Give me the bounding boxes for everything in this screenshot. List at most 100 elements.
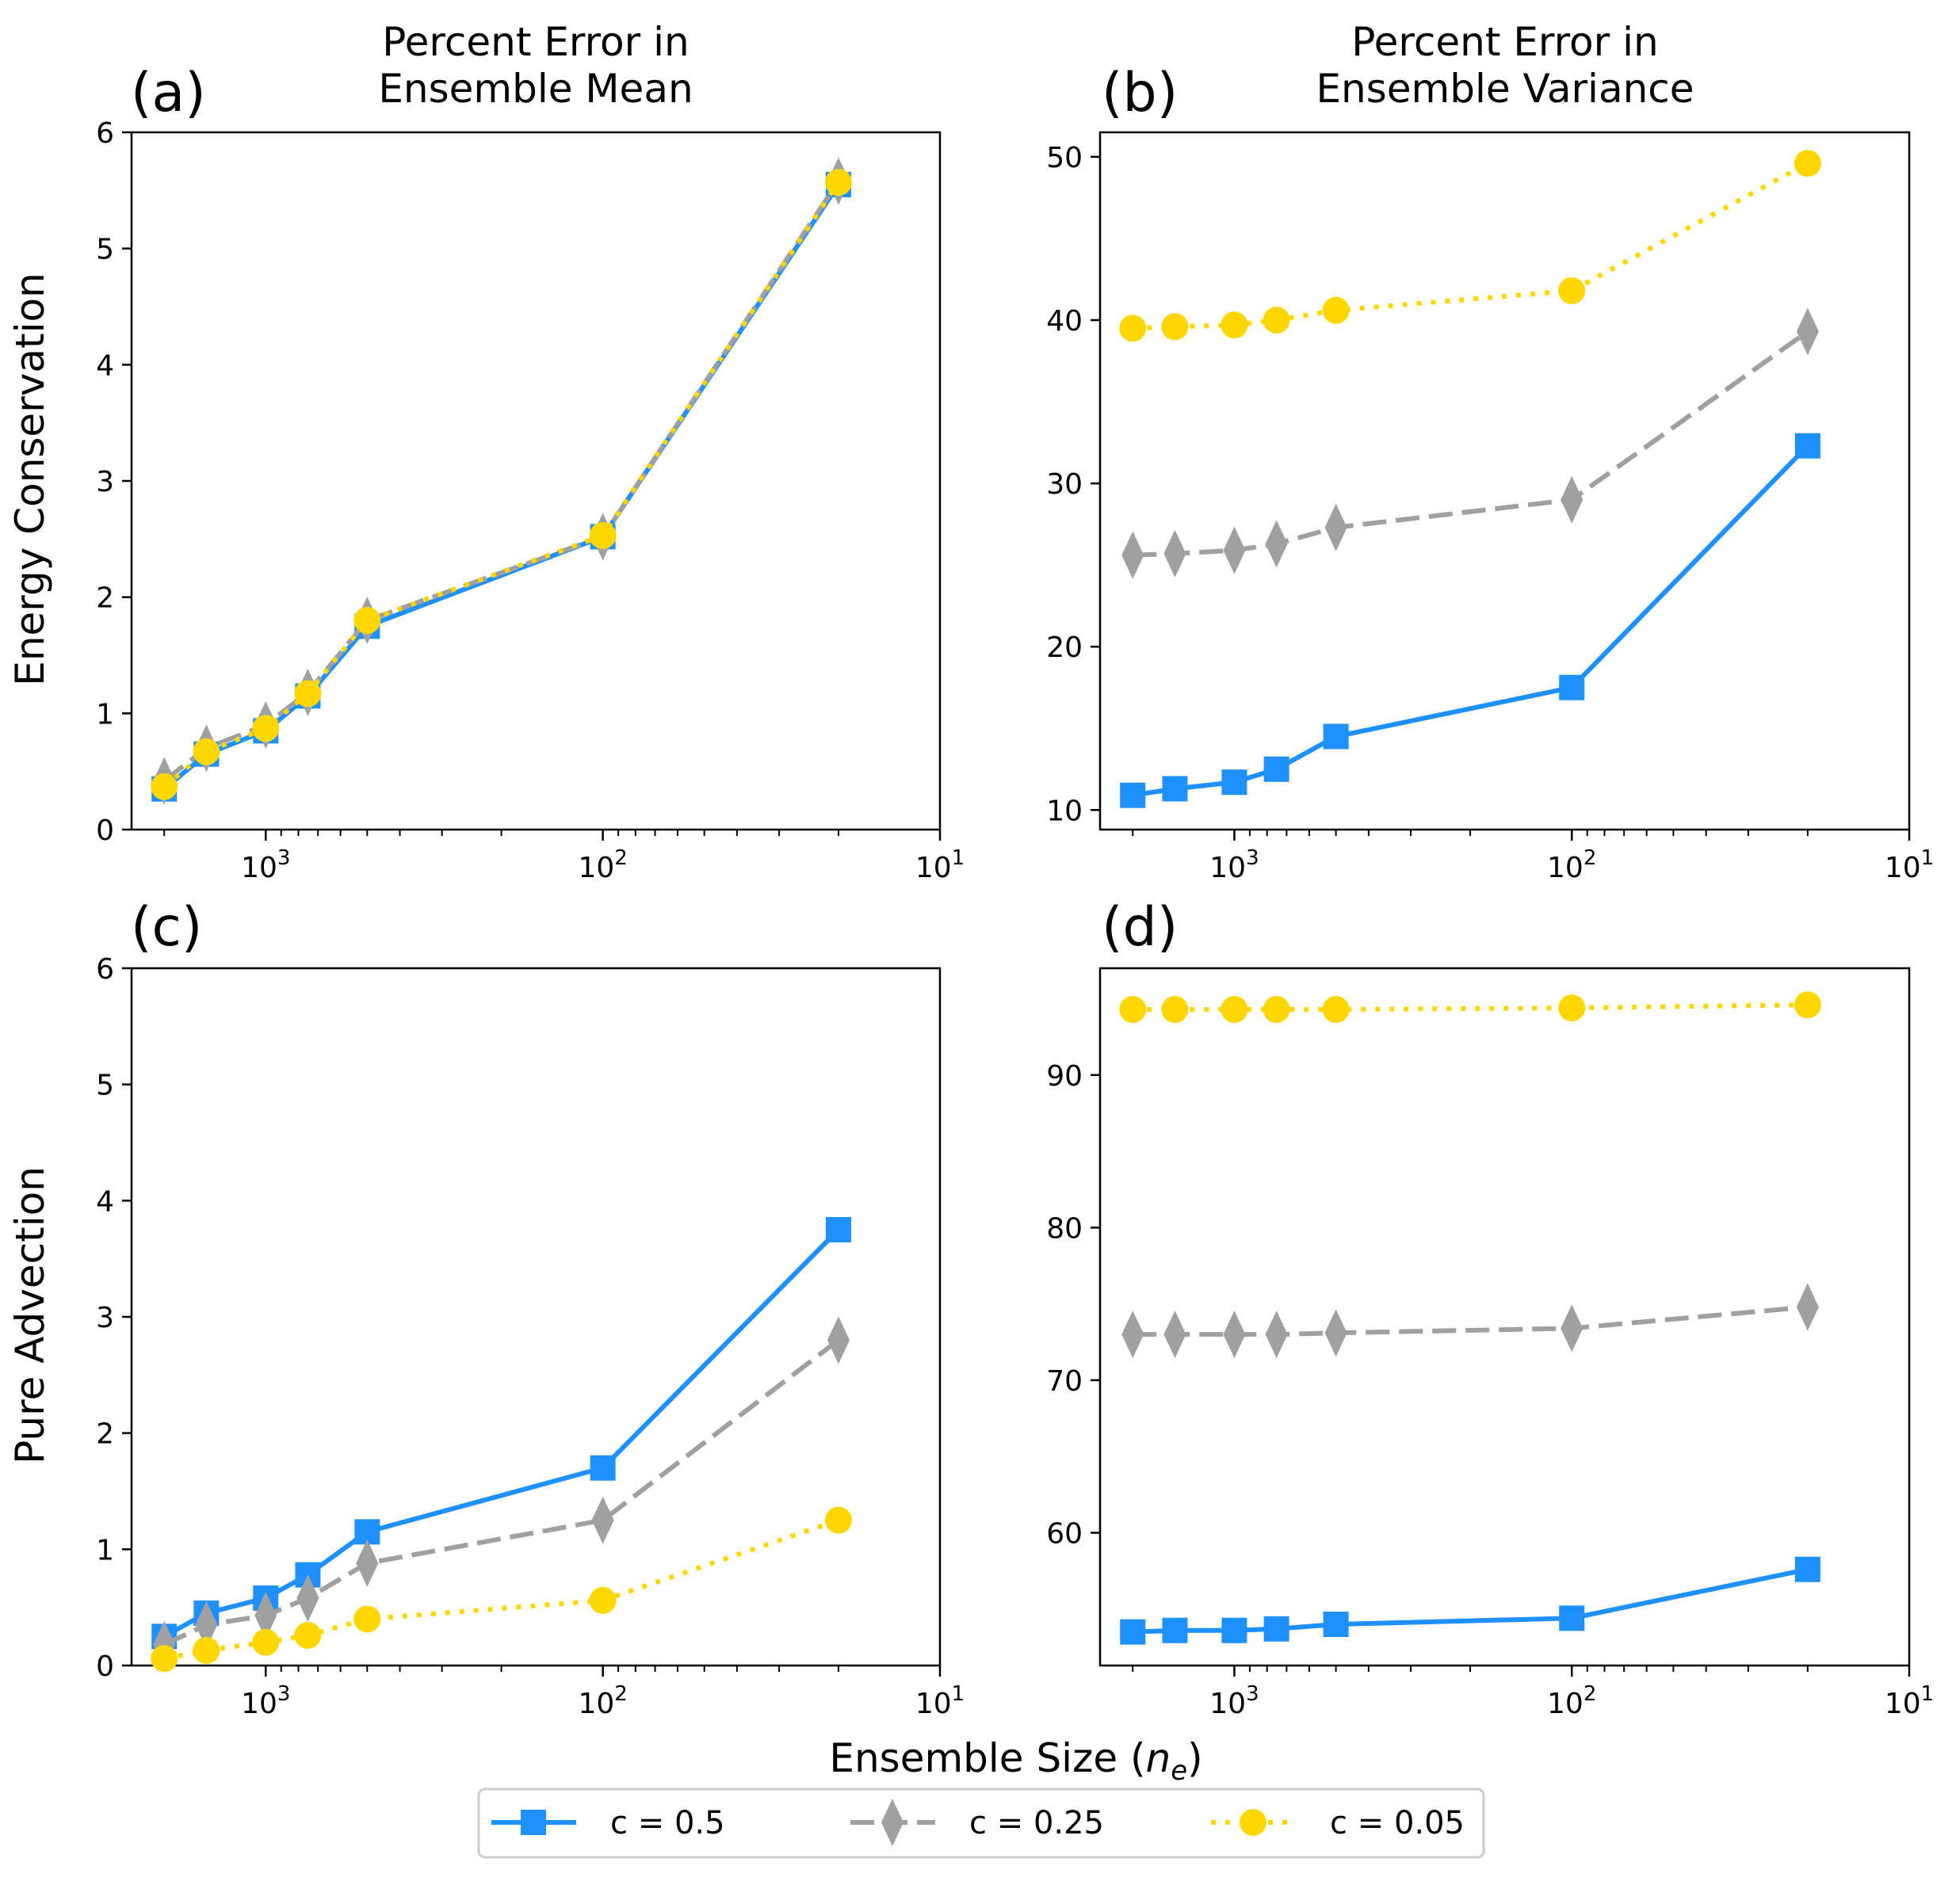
legend-label: c = 0.5 — [610, 1805, 725, 1841]
x-tick-label: 101 — [915, 1682, 965, 1720]
y-tick-label: 4 — [96, 349, 114, 382]
series-square — [151, 1217, 851, 1650]
data-point — [151, 1645, 178, 1673]
data-point — [1323, 723, 1349, 750]
data-point — [1559, 1605, 1585, 1631]
data-point — [1119, 315, 1147, 342]
data-point — [1161, 313, 1189, 341]
x-axis-label: Ensemble Size (ne) — [829, 1735, 1202, 1787]
x-tick-label: 103 — [241, 846, 290, 884]
data-point — [1794, 1556, 1820, 1582]
data-point — [1119, 995, 1147, 1023]
x-tick-label: 102 — [1547, 846, 1596, 884]
data-point — [1561, 475, 1584, 524]
data-point — [294, 1621, 322, 1649]
x-tick-label: 101 — [915, 846, 965, 884]
data-point — [1322, 995, 1350, 1023]
data-point — [1223, 526, 1246, 574]
legend-marker — [521, 1810, 546, 1835]
legend-item: c = 0.25 — [850, 1799, 1104, 1846]
legend: c = 0.5 c = 0.25 c = 0.05 — [477, 1788, 1485, 1859]
legend-marker — [881, 1799, 904, 1846]
data-point — [195, 1601, 218, 1649]
data-point — [1323, 1612, 1349, 1638]
series-line — [162, 1227, 841, 1639]
x-tick-label: 103 — [1209, 1682, 1259, 1720]
data-point — [1121, 1311, 1144, 1359]
panel-letter: (b) — [1102, 62, 1178, 124]
data-point — [1223, 1311, 1246, 1359]
data-point — [1163, 529, 1186, 578]
y-tick-label: 80 — [1046, 1212, 1083, 1245]
series-circle — [1119, 150, 1821, 342]
x-tick-label: 103 — [241, 1682, 290, 1720]
data-point — [827, 1316, 850, 1364]
y-tick-label: 3 — [96, 466, 114, 498]
column-title-mean: Percent Error in Ensemble Mean — [378, 19, 693, 112]
data-point — [1265, 520, 1288, 568]
data-point — [1558, 277, 1586, 304]
data-point — [353, 607, 381, 634]
panel-3: 60 70 80 90 103 102 101 (d) — [1046, 896, 1934, 1720]
data-point — [1796, 307, 1819, 356]
y-tick-label: 3 — [96, 1302, 114, 1334]
y-tick-label: 30 — [1046, 468, 1083, 501]
data-point — [1121, 531, 1144, 579]
legend-label: c = 0.25 — [969, 1805, 1104, 1841]
x-tick-label: 103 — [1209, 846, 1259, 884]
series-line — [162, 181, 841, 789]
data-point — [193, 1636, 220, 1664]
y-tick-label: 10 — [1046, 795, 1083, 827]
series-line — [162, 183, 841, 791]
data-point — [824, 169, 852, 197]
data-point — [1263, 756, 1289, 782]
legend-frame — [477, 1788, 1485, 1859]
data-point — [1221, 995, 1248, 1023]
data-point — [151, 773, 178, 800]
data-point — [1221, 311, 1248, 339]
data-point — [591, 1496, 614, 1544]
data-point — [1324, 503, 1347, 551]
data-point — [1265, 1311, 1288, 1359]
data-point — [1163, 1311, 1186, 1359]
data-point — [1162, 776, 1188, 802]
y-tick-label: 0 — [96, 1650, 114, 1683]
x-tick-label: 102 — [1547, 1682, 1596, 1720]
series-circle — [151, 169, 852, 800]
data-point — [296, 1574, 319, 1622]
data-point — [356, 1539, 379, 1587]
y-tick-label: 5 — [96, 234, 114, 266]
x-tick-label: 102 — [578, 1682, 627, 1720]
y-tick-label: 2 — [96, 1418, 114, 1451]
series-thin_diamond — [1121, 1283, 1819, 1359]
data-point — [589, 521, 617, 549]
series-square — [151, 172, 851, 802]
x-tick-label: 102 — [578, 846, 627, 884]
data-point — [193, 738, 220, 765]
series-line — [1133, 161, 1809, 331]
data-point — [1221, 1617, 1247, 1643]
data-point — [1120, 1619, 1146, 1645]
series-thin_diamond — [1121, 307, 1819, 579]
data-point — [294, 680, 322, 708]
data-point — [1796, 1283, 1819, 1331]
y-tick-label: 20 — [1046, 631, 1083, 664]
panel-2: 0 1 2 3 4 5 6 103 102 101 (c) — [96, 896, 965, 1720]
series-circle — [1119, 991, 1821, 1023]
legend-marker — [1240, 1809, 1266, 1836]
data-point — [1161, 995, 1189, 1023]
data-point — [1162, 1617, 1188, 1643]
data-point — [1324, 1309, 1347, 1357]
data-point — [590, 1455, 616, 1481]
legend-item: c = 0.5 — [491, 1805, 725, 1841]
data-point — [1794, 150, 1821, 177]
data-point — [1322, 296, 1350, 324]
panel-1: 10 20 30 40 50 103 102 101 (b) — [1046, 62, 1934, 884]
plot-frame — [1098, 967, 1911, 1667]
data-point — [1558, 994, 1586, 1022]
series-line — [1133, 329, 1809, 558]
plot-frame — [130, 967, 942, 1667]
series-square — [1120, 1556, 1820, 1645]
